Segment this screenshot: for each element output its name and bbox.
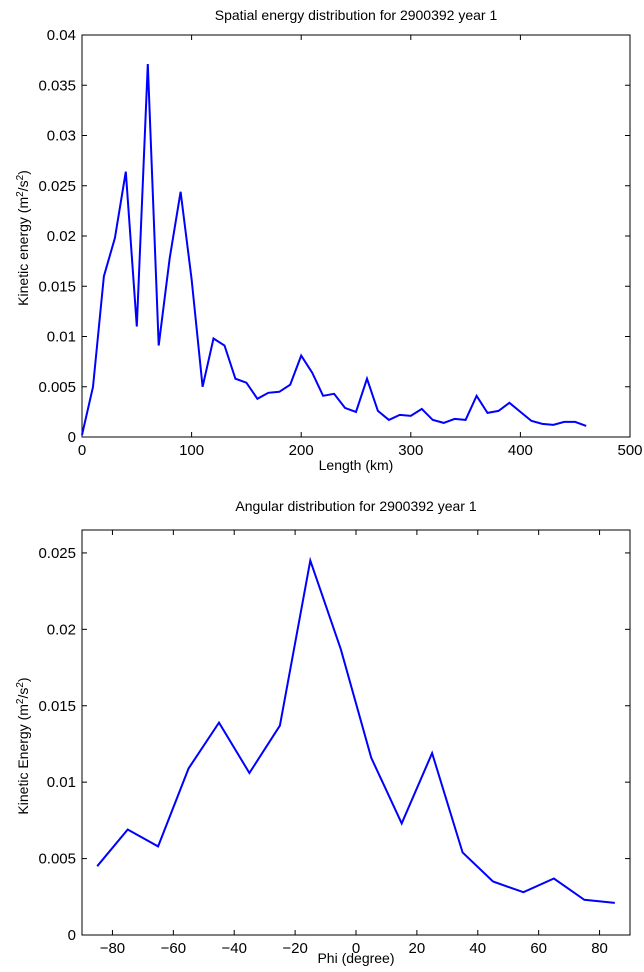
- svg-text:Kinetic energy (m2/s2): Kinetic energy (m2/s2): [15, 170, 32, 306]
- x-tick-label: 0: [78, 442, 86, 459]
- x-axis-label: Phi (degree): [317, 950, 394, 966]
- y-tick-label: 0.01: [47, 774, 76, 791]
- x-tick-label: 500: [617, 442, 642, 459]
- y-tick-label: 0.005: [38, 379, 76, 396]
- y-axis-label-text: Kinetic energy (m: [15, 197, 31, 306]
- y-tick-label: 0: [68, 429, 76, 446]
- x-tick-label: −80: [100, 940, 125, 957]
- svg-text:Kinetic Energy (m2/s2): Kinetic Energy (m2/s2): [15, 677, 32, 814]
- plot-area: 0 100 200 300 400 500 0 0.005 0.01 0.015 0.02 0.025…: [38, 27, 642, 459]
- chart-title: Angular distribution for 2900392 year 1: [235, 498, 476, 514]
- y-tick-label: 0.03: [47, 128, 76, 145]
- y-tick-label: 0.015: [38, 278, 76, 295]
- y-axis-label: Kinetic Energy (m2/s2): [15, 677, 32, 814]
- y-axis-label-text: /s: [15, 688, 31, 699]
- x-tick-label: −20: [282, 940, 307, 957]
- series-line: [81, 64, 587, 436]
- y-tick-label: 0.035: [38, 77, 76, 94]
- y-axis-label-sup: 2: [15, 682, 26, 688]
- x-tick-label: 100: [179, 442, 204, 459]
- chart-angular: Angular distribution for 2900392 year 1 …: [15, 498, 631, 966]
- y-axis-label-sup: 2: [15, 174, 26, 180]
- y-tick-label: 0.015: [38, 698, 76, 715]
- y-axis-label-sup: 2: [15, 698, 26, 704]
- y-axis-label-text: ): [15, 170, 31, 175]
- y-tick-label: 0.025: [38, 178, 76, 195]
- x-tick-label: 0: [352, 940, 360, 957]
- chart-title: Spatial energy distribution for 2900392 …: [215, 7, 498, 23]
- y-tick-label: 0.025: [38, 545, 76, 562]
- x-tick-label: 60: [530, 940, 547, 957]
- y-tick-label: 0.02: [47, 228, 76, 245]
- x-tick-label: 40: [469, 940, 486, 957]
- x-tick-label: 200: [289, 442, 314, 459]
- y-tick-label: 0.02: [47, 621, 76, 638]
- y-axis-label-text: ): [15, 677, 31, 682]
- x-tick-label: 300: [398, 442, 423, 459]
- x-tick-label: 20: [409, 940, 426, 957]
- y-axis-label-text: /s: [15, 180, 31, 191]
- axes-frame: [81, 529, 631, 936]
- y-axis-label-text: Kinetic Energy (m: [15, 704, 31, 814]
- plot-area: −80 −60 −40 −20 0 20 40 60 80 0 0.005 0.01 0.015 0.02…: [38, 529, 631, 957]
- x-tick-label: 80: [591, 940, 608, 957]
- y-tick-label: 0.01: [47, 329, 76, 346]
- chart-spatial: Spatial energy distribution for 2900392 …: [15, 7, 643, 473]
- axes-frame: [81, 34, 631, 438]
- x-tick-label: −60: [161, 940, 186, 957]
- y-tick-label: 0.005: [38, 851, 76, 868]
- x-tick-label: 400: [508, 442, 533, 459]
- y-axis-label: Kinetic energy (m2/s2): [15, 170, 32, 306]
- series-line: [96, 556, 615, 904]
- y-tick-label: 0.04: [47, 27, 76, 44]
- y-axis-label-sup: 2: [15, 191, 26, 197]
- y-tick-label: 0: [68, 927, 76, 944]
- x-axis-label: Length (km): [319, 457, 394, 473]
- x-tick-label: −40: [221, 940, 246, 957]
